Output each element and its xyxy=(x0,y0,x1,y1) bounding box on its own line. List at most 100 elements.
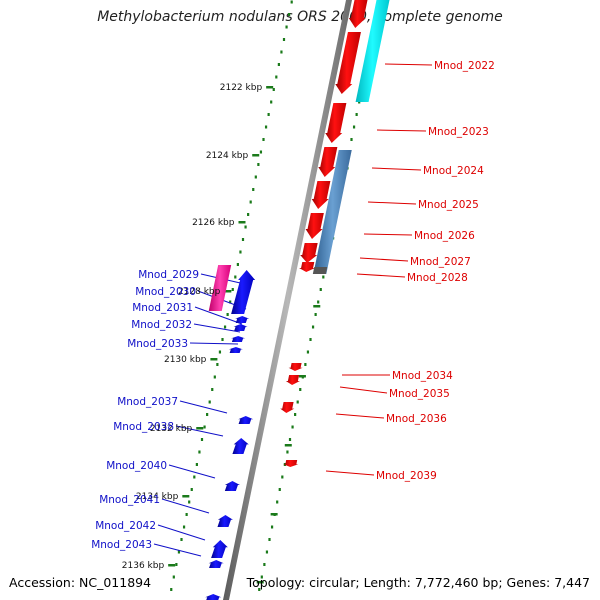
forward-cds-arrow xyxy=(325,103,347,143)
gene-label: Mnod_2040 xyxy=(106,460,167,472)
track-dot xyxy=(304,363,307,366)
track-dot xyxy=(317,300,320,304)
forward-cds-arrow xyxy=(318,147,338,177)
gene-label: Mnod_2041 xyxy=(99,494,160,506)
track-dot xyxy=(277,63,280,66)
track-dot xyxy=(211,388,214,391)
track-dot xyxy=(270,525,274,529)
gene-leader-line xyxy=(356,273,406,278)
reverse-cds-arrow xyxy=(231,270,256,314)
track-dot xyxy=(193,475,196,479)
gene-label: Mnod_2030 xyxy=(135,286,196,298)
gene-leader-line xyxy=(339,386,388,394)
forward-cds-arrow xyxy=(285,375,300,385)
reverse-cds-arrow xyxy=(232,438,249,454)
track-dot xyxy=(270,100,273,104)
track-dot xyxy=(280,50,283,54)
gene-label: Mnod_2034 xyxy=(392,370,453,382)
gene-label: Mnod_2033 xyxy=(127,338,188,350)
track-dot xyxy=(234,275,237,279)
gene-label: Mnod_2022 xyxy=(434,60,495,72)
gene-label: Mnod_2042 xyxy=(95,520,156,532)
gene-label: Mnod_2025 xyxy=(418,199,479,211)
track-dot xyxy=(350,138,353,141)
gene-label: Mnod_2036 xyxy=(386,413,447,425)
scale-tick xyxy=(224,290,232,293)
track-dot xyxy=(221,338,224,341)
gene-leader-line xyxy=(335,413,385,419)
gene-label: Mnod_2037 xyxy=(117,396,178,408)
gene-leader-line xyxy=(325,470,375,476)
track-dot xyxy=(263,563,266,566)
track-dot xyxy=(275,75,278,79)
track-dot xyxy=(252,188,255,191)
gene-label: Mnod_2039 xyxy=(376,470,437,482)
reverse-cds-arrow xyxy=(235,316,250,323)
track-dot xyxy=(180,538,183,541)
scale-tick xyxy=(256,581,264,584)
track-dot xyxy=(258,588,261,591)
scale-tick-label: 2136 kbp xyxy=(122,561,165,571)
track-dot xyxy=(257,163,260,166)
track-dot xyxy=(352,125,356,129)
scale-tick-label: 2124 kbp xyxy=(206,151,249,161)
forward-cds-arrow xyxy=(299,262,316,272)
genome-summary-text: Topology: circular; Length: 7,772,460 bp… xyxy=(246,575,590,590)
track-dot xyxy=(259,150,263,154)
track-dot xyxy=(175,563,178,566)
track-dot xyxy=(311,325,315,329)
gene-label: Mnod_2032 xyxy=(131,319,192,331)
track-dot xyxy=(281,475,284,479)
track-dot xyxy=(355,113,358,116)
genome-backbone xyxy=(223,0,352,600)
scale-tick xyxy=(210,358,218,361)
track-dot xyxy=(288,438,292,441)
scale-tick xyxy=(313,305,321,308)
forward-cds-arrow xyxy=(311,181,331,209)
reverse-cds-arrow xyxy=(224,481,240,491)
gene-leader-line xyxy=(376,129,427,132)
track-dot xyxy=(291,425,294,429)
track-dot xyxy=(226,313,229,316)
track-dot xyxy=(195,463,198,466)
track-dot xyxy=(231,288,234,291)
track-dot xyxy=(309,338,312,341)
forward-cds-arrow xyxy=(280,402,295,413)
steel-feature-bar xyxy=(313,150,352,274)
gene-label: Mnod_2028 xyxy=(407,272,468,284)
gene-label: Mnod_2026 xyxy=(414,230,475,242)
track-dot xyxy=(229,300,232,304)
reverse-cds-arrow xyxy=(238,416,254,424)
track-dot xyxy=(185,513,188,516)
gene-leader-line xyxy=(194,306,243,325)
track-dot xyxy=(276,500,279,504)
gene-leader-line xyxy=(153,543,202,557)
track-dot xyxy=(278,488,281,491)
track-dot xyxy=(244,225,247,229)
track-dot xyxy=(203,425,206,429)
scale-tick-label: 2132 kbp xyxy=(150,424,193,434)
track-dot xyxy=(260,575,263,579)
scale-tick-label: 2134 kbp xyxy=(136,492,179,502)
gene-label: Mnod_2035 xyxy=(389,388,450,400)
track-dot xyxy=(236,263,239,266)
scale-tick xyxy=(284,444,292,447)
track-dot xyxy=(177,550,181,554)
reverse-cds-arrow xyxy=(205,594,222,600)
gene-leader-line xyxy=(175,425,224,437)
forward-cds-arrow xyxy=(305,213,324,239)
reverse-cds-arrow xyxy=(217,515,233,527)
scale-tick-label: 2122 kbp xyxy=(220,83,263,93)
track-dot xyxy=(299,388,302,391)
track-dot xyxy=(322,275,325,279)
scale-tick xyxy=(298,375,306,378)
gene-leader-line xyxy=(189,342,239,345)
gene-leader-line xyxy=(384,63,433,66)
scale-tick-label: 2126 kbp xyxy=(192,218,235,228)
track-dot xyxy=(200,438,204,441)
feature-end-cap xyxy=(312,267,328,274)
track-dot xyxy=(213,375,216,379)
track-dot xyxy=(262,138,265,141)
track-dot xyxy=(272,88,275,91)
scale-tick xyxy=(270,513,278,516)
